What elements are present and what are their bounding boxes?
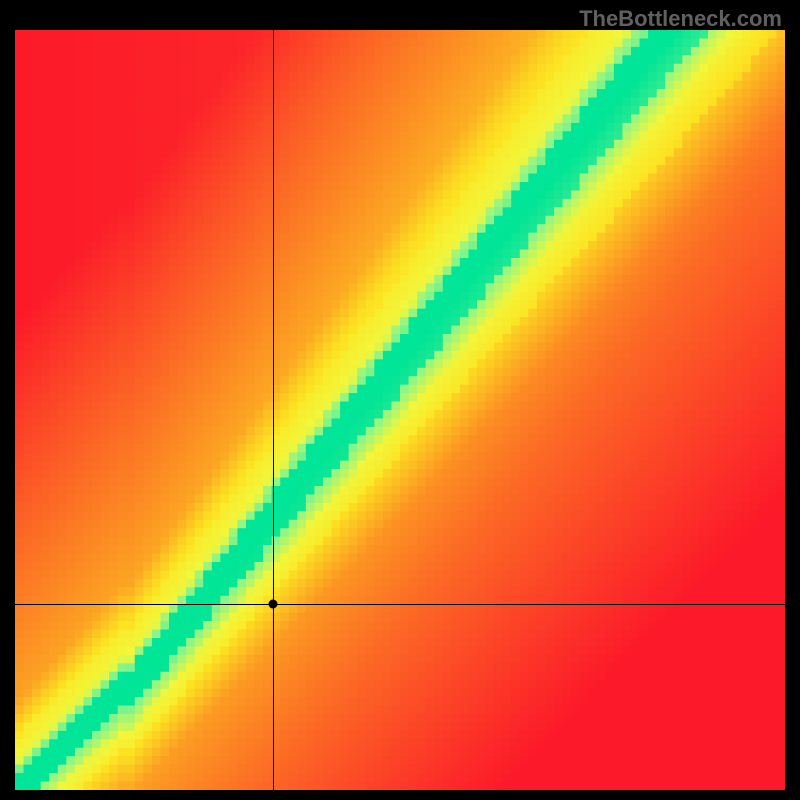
- crosshair-horizontal: [15, 604, 785, 605]
- watermark-text: TheBottleneck.com: [579, 6, 782, 32]
- data-point-marker: [268, 599, 277, 608]
- bottleneck-heatmap: [15, 30, 785, 790]
- crosshair-vertical: [273, 30, 274, 790]
- chart-container: TheBottleneck.com: [0, 0, 800, 800]
